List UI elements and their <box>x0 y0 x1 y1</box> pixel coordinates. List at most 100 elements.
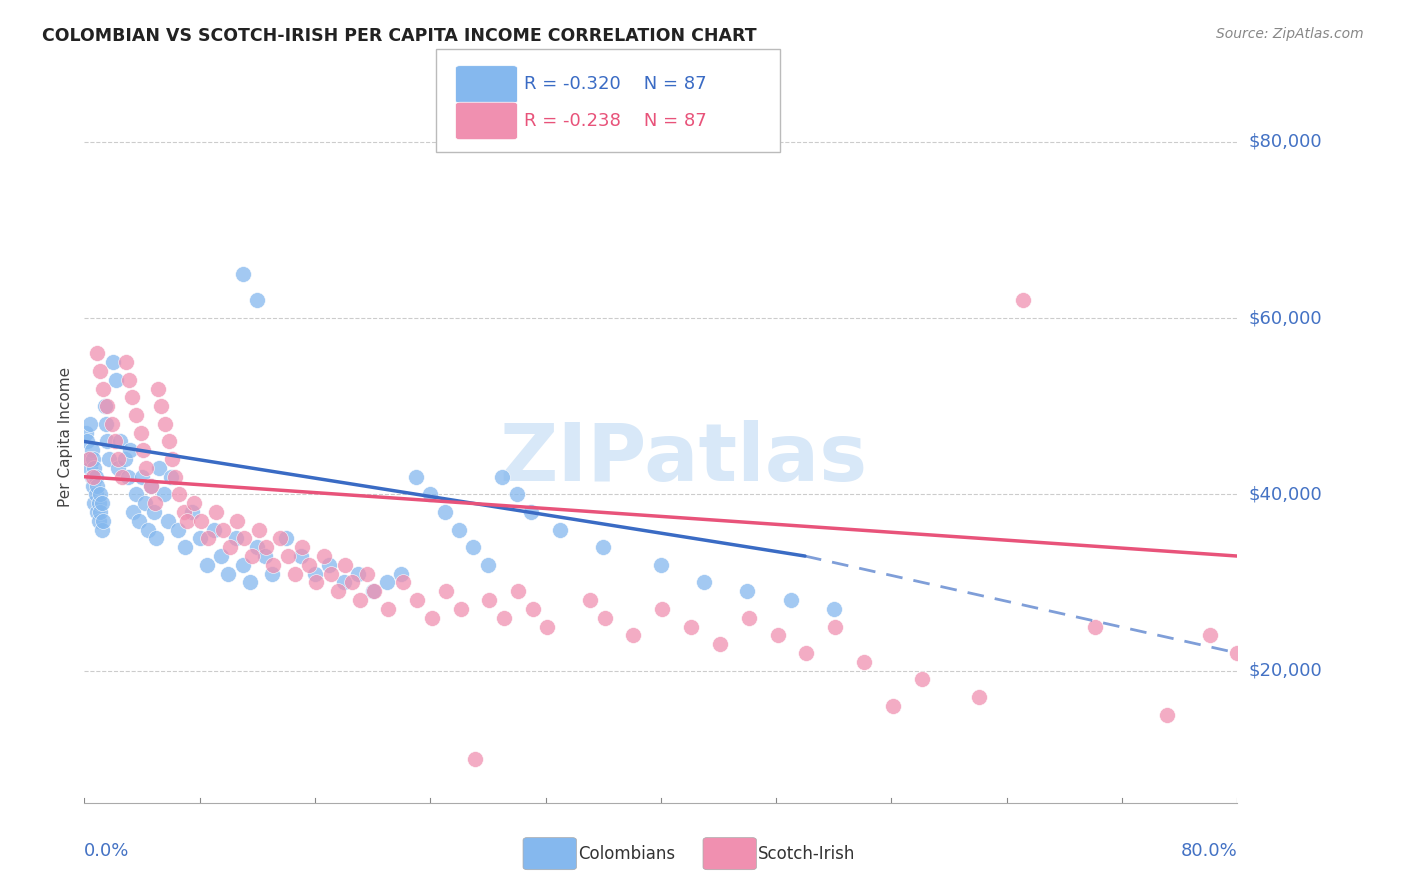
Point <box>209 549 232 563</box>
Point <box>86 478 108 492</box>
Point <box>290 549 312 563</box>
Point <box>87 514 110 528</box>
Point <box>506 487 529 501</box>
Y-axis label: Per Capita Income: Per Capita Income <box>58 367 73 508</box>
Point <box>160 469 183 483</box>
Point <box>162 452 184 467</box>
Point <box>882 698 904 713</box>
Point <box>737 584 759 599</box>
Text: ZIPatlas: ZIPatlas <box>499 420 868 498</box>
Point <box>246 293 269 308</box>
Point <box>105 373 128 387</box>
Point <box>84 469 107 483</box>
Point <box>96 434 118 449</box>
Point <box>276 532 298 546</box>
Point <box>125 487 148 501</box>
Point <box>86 346 108 360</box>
Point <box>173 505 195 519</box>
Text: Colombians: Colombians <box>578 845 675 863</box>
Point <box>90 496 112 510</box>
Point <box>450 602 472 616</box>
Point <box>405 469 427 483</box>
Point <box>478 593 501 607</box>
Point <box>152 487 174 501</box>
Point <box>167 523 190 537</box>
Point <box>240 549 263 563</box>
Point <box>104 434 127 449</box>
Point <box>157 434 180 449</box>
Point <box>356 566 378 581</box>
Point <box>91 514 114 528</box>
Point <box>76 434 98 449</box>
Point <box>291 540 314 554</box>
Point <box>709 637 731 651</box>
Point <box>183 496 205 510</box>
Point <box>579 593 602 607</box>
Point <box>218 566 240 581</box>
Point <box>96 399 118 413</box>
Point <box>239 575 262 590</box>
Point <box>111 469 134 483</box>
Text: Scotch-Irish: Scotch-Irish <box>758 845 855 863</box>
Point <box>121 391 143 405</box>
Text: $20,000: $20,000 <box>1249 662 1322 680</box>
Point <box>86 505 108 519</box>
Point <box>433 505 456 519</box>
Point <box>80 443 103 458</box>
Point <box>82 452 104 467</box>
Point <box>79 461 101 475</box>
Point <box>129 425 152 440</box>
Point <box>146 382 169 396</box>
Point <box>97 452 120 467</box>
Point <box>277 549 299 563</box>
Point <box>491 469 513 483</box>
Point <box>1256 637 1278 651</box>
Point <box>114 452 136 467</box>
Point <box>83 461 105 475</box>
Point <box>77 452 100 467</box>
Point <box>107 452 129 467</box>
Point <box>434 584 457 599</box>
Point <box>304 566 326 581</box>
Point <box>204 505 226 519</box>
Point <box>143 496 166 510</box>
Text: $60,000: $60,000 <box>1249 310 1322 327</box>
Point <box>122 505 145 519</box>
Point <box>1226 646 1249 660</box>
Point <box>419 487 441 501</box>
Point <box>139 478 162 492</box>
Text: Source: ZipAtlas.com: Source: ZipAtlas.com <box>1216 27 1364 41</box>
Point <box>477 558 499 572</box>
Point <box>93 399 115 413</box>
Point <box>82 469 104 483</box>
Point <box>536 619 558 633</box>
Point <box>107 461 129 475</box>
Point <box>269 532 291 546</box>
Point <box>89 487 111 501</box>
Point <box>83 496 105 510</box>
Point <box>117 469 139 483</box>
Point <box>190 514 212 528</box>
Point <box>375 575 398 590</box>
Point <box>79 417 101 431</box>
Point <box>1199 628 1222 642</box>
Point <box>318 558 340 572</box>
Point <box>225 532 247 546</box>
Point <box>84 487 107 501</box>
Point <box>134 496 156 510</box>
Point <box>260 566 283 581</box>
Point <box>349 593 371 607</box>
Point <box>284 566 307 581</box>
Point <box>361 584 384 599</box>
Point <box>406 593 429 607</box>
Point <box>226 514 249 528</box>
Point <box>449 523 471 537</box>
Point <box>623 628 645 642</box>
Point <box>82 478 104 492</box>
Point <box>738 611 761 625</box>
Text: COLOMBIAN VS SCOTCH-IRISH PER CAPITA INCOME CORRELATION CHART: COLOMBIAN VS SCOTCH-IRISH PER CAPITA INC… <box>42 27 756 45</box>
Point <box>125 408 148 422</box>
Text: 0.0%: 0.0% <box>84 842 129 860</box>
Point <box>463 540 485 554</box>
Point <box>149 399 172 413</box>
